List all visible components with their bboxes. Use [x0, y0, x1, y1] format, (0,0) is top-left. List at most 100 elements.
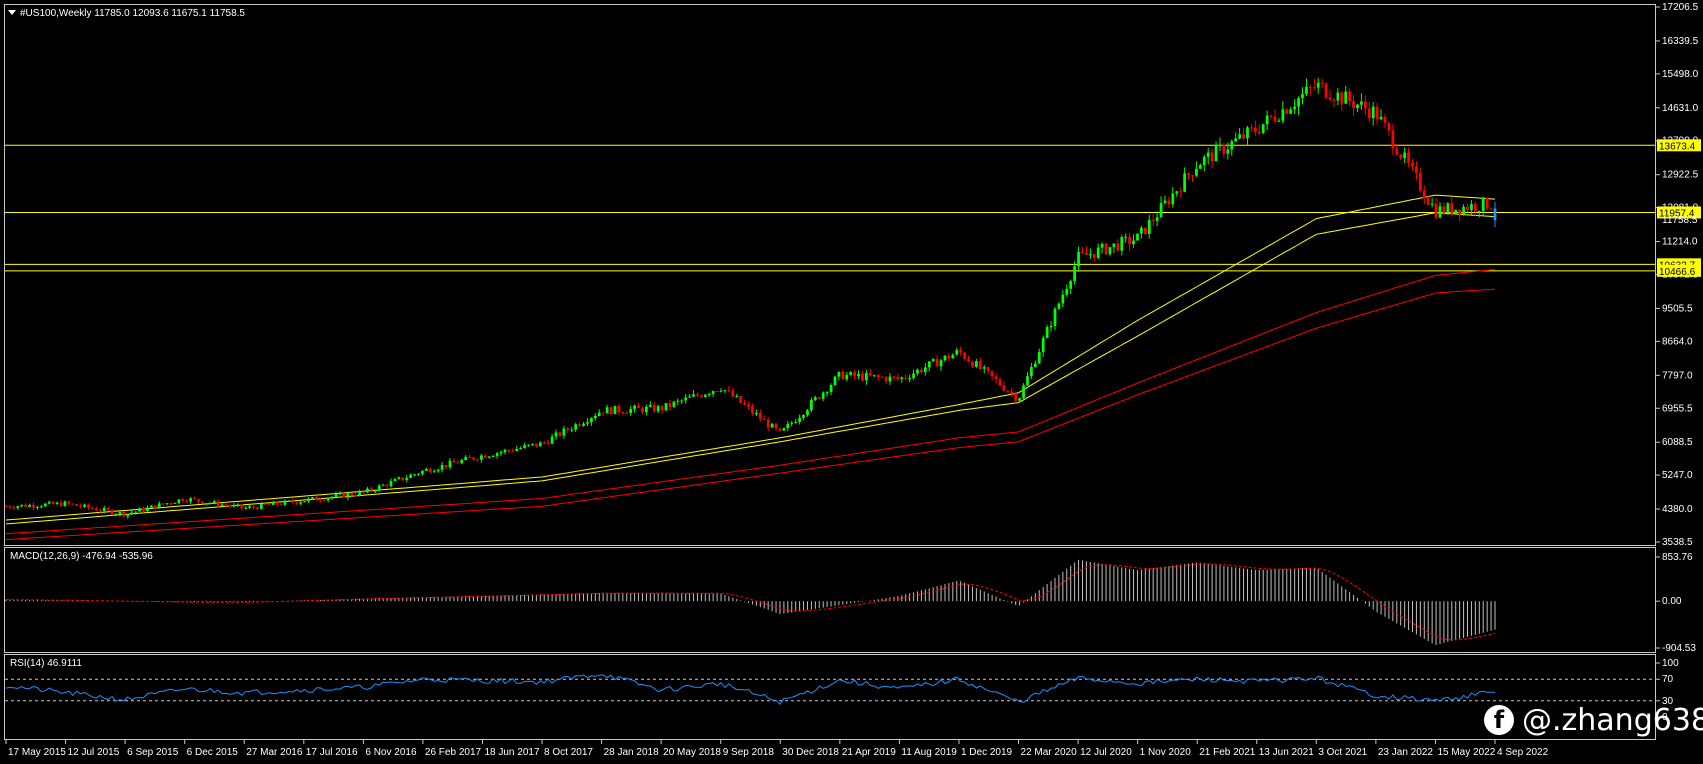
- candle-body[interactable]: [1289, 109, 1293, 114]
- candle-body[interactable]: [507, 449, 511, 451]
- candle-body[interactable]: [106, 508, 110, 510]
- candle-body[interactable]: [986, 367, 990, 371]
- candle-body[interactable]: [236, 504, 240, 506]
- candle-body[interactable]: [385, 484, 389, 487]
- candle-body[interactable]: [1096, 247, 1100, 258]
- candle-body[interactable]: [1057, 303, 1061, 309]
- candle-body[interactable]: [224, 504, 228, 506]
- candle-body[interactable]: [1352, 101, 1355, 109]
- candle-body[interactable]: [896, 377, 900, 379]
- candle-body[interactable]: [318, 500, 322, 502]
- candle-body[interactable]: [12, 507, 16, 509]
- candle-body[interactable]: [263, 503, 267, 505]
- candle-body[interactable]: [1395, 148, 1399, 155]
- rsi-plot[interactable]: [5, 674, 1655, 705]
- candle-body[interactable]: [252, 506, 255, 508]
- candle-body[interactable]: [299, 502, 303, 504]
- candle-body[interactable]: [307, 498, 310, 502]
- candle-body[interactable]: [582, 423, 585, 426]
- candle-body[interactable]: [126, 513, 130, 517]
- candle-body[interactable]: [138, 508, 141, 512]
- candle-body[interactable]: [590, 418, 593, 423]
- candle-body[interactable]: [51, 501, 55, 504]
- candle-body[interactable]: [982, 367, 986, 369]
- candle-body[interactable]: [554, 432, 558, 437]
- candle-body[interactable]: [1143, 227, 1147, 234]
- candle-body[interactable]: [998, 379, 1002, 386]
- candle-body[interactable]: [605, 407, 609, 414]
- candle-body[interactable]: [1230, 141, 1234, 150]
- candle-body[interactable]: [240, 504, 244, 509]
- candle-body[interactable]: [456, 462, 460, 464]
- candle-body[interactable]: [868, 373, 872, 376]
- candle-body[interactable]: [87, 504, 90, 508]
- candle-body[interactable]: [609, 407, 613, 415]
- candle-body[interactable]: [566, 428, 570, 430]
- candle-body[interactable]: [1261, 124, 1265, 133]
- candle-body[interactable]: [472, 457, 475, 460]
- candle-body[interactable]: [1010, 391, 1014, 394]
- candle-body[interactable]: [751, 406, 754, 414]
- candle-body[interactable]: [1226, 149, 1230, 154]
- dropdown-triangle-icon[interactable]: [8, 10, 16, 15]
- candle-body[interactable]: [428, 469, 432, 473]
- candle-body[interactable]: [1253, 127, 1257, 132]
- candle-body[interactable]: [1411, 162, 1414, 167]
- candle-body[interactable]: [291, 500, 295, 503]
- candle-body[interactable]: [393, 479, 397, 482]
- candle-body[interactable]: [680, 400, 684, 402]
- candle-body[interactable]: [47, 501, 51, 504]
- candle-body[interactable]: [1454, 209, 1458, 214]
- candle-body[interactable]: [334, 494, 338, 497]
- candle-body[interactable]: [63, 501, 67, 507]
- candle-body[interactable]: [735, 396, 739, 398]
- candle-body[interactable]: [601, 412, 605, 414]
- candle-body[interactable]: [1360, 101, 1363, 105]
- candle-body[interactable]: [259, 503, 263, 509]
- candle-body[interactable]: [1136, 233, 1139, 241]
- candle-body[interactable]: [1297, 98, 1300, 107]
- candle-body[interactable]: [28, 504, 31, 507]
- candle-body[interactable]: [1415, 166, 1418, 174]
- candle-body[interactable]: [1049, 325, 1053, 328]
- candle-body[interactable]: [338, 493, 342, 495]
- candle-body[interactable]: [1085, 252, 1088, 255]
- candle-body[interactable]: [621, 412, 625, 414]
- candle-body[interactable]: [189, 498, 193, 502]
- candle-body[interactable]: [83, 504, 86, 507]
- candle-body[interactable]: [668, 403, 672, 407]
- candle-body[interactable]: [1246, 127, 1249, 139]
- candle-body[interactable]: [197, 498, 200, 502]
- candle-body[interactable]: [967, 358, 970, 362]
- candle-body[interactable]: [322, 500, 326, 502]
- candle-body[interactable]: [146, 507, 149, 512]
- candle-body[interactable]: [1371, 106, 1375, 119]
- candle-body[interactable]: [295, 502, 299, 504]
- candle-body[interactable]: [837, 371, 841, 377]
- candle-body[interactable]: [755, 413, 758, 415]
- candle-body[interactable]: [342, 493, 346, 498]
- candle-body[interactable]: [825, 392, 829, 394]
- candle-body[interactable]: [204, 503, 208, 505]
- candle-body[interactable]: [1446, 203, 1450, 214]
- candle-body[interactable]: [1293, 106, 1297, 110]
- candle-body[interactable]: [959, 350, 963, 353]
- candle-body[interactable]: [436, 469, 440, 472]
- candle-body[interactable]: [354, 495, 358, 497]
- candle-body[interactable]: [971, 361, 974, 367]
- candle-body[interactable]: [75, 504, 79, 506]
- candle-body[interactable]: [1202, 156, 1206, 166]
- candle-body[interactable]: [790, 422, 794, 424]
- candle-body[interactable]: [275, 502, 279, 505]
- candle-body[interactable]: [173, 503, 177, 505]
- candle-body[interactable]: [480, 455, 483, 460]
- candle-body[interactable]: [1006, 390, 1010, 392]
- candle-body[interactable]: [149, 505, 153, 508]
- candle-body[interactable]: [1218, 144, 1222, 146]
- candle-body[interactable]: [955, 350, 959, 355]
- candle-body[interactable]: [444, 464, 448, 468]
- candle-body[interactable]: [55, 502, 59, 504]
- candle-body[interactable]: [515, 448, 519, 452]
- candle-body[interactable]: [892, 376, 896, 378]
- candle-body[interactable]: [904, 377, 908, 379]
